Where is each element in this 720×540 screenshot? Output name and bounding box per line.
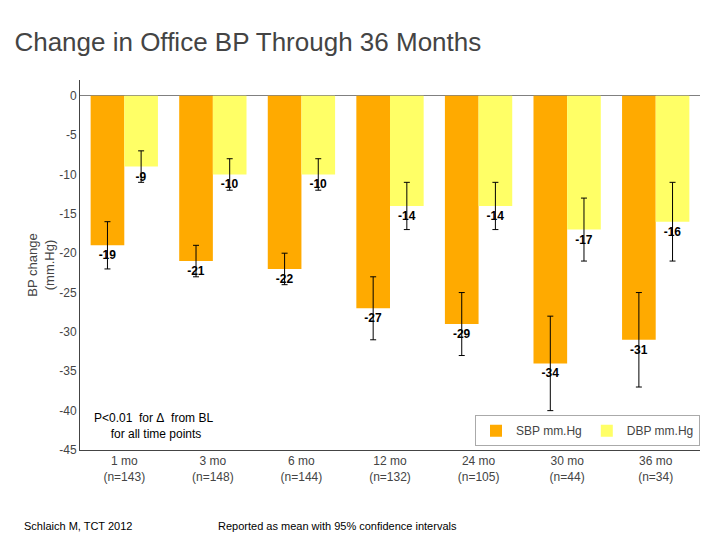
svg-text:6 mo(n=144): 6 mo(n=144)	[281, 454, 323, 484]
svg-text:3 mo(n=148): 3 mo(n=148)	[192, 454, 234, 484]
svg-text:-10: -10	[59, 168, 77, 182]
svg-text:-21: -21	[187, 264, 205, 278]
svg-text:-15: -15	[59, 207, 77, 221]
svg-text:-30: -30	[59, 325, 77, 339]
svg-text:Reported as mean with 95% conf: Reported as mean with 95% confidence int…	[218, 520, 457, 532]
svg-text:-5: -5	[66, 128, 77, 142]
svg-text:-10: -10	[309, 177, 327, 191]
svg-text:-40: -40	[59, 404, 77, 418]
svg-text:-34: -34	[541, 366, 559, 380]
svg-text:-16: -16	[664, 225, 682, 239]
svg-text:24 mo(n=105): 24 mo(n=105)	[458, 454, 500, 484]
svg-text:-25: -25	[59, 286, 77, 300]
svg-text:-45: -45	[59, 443, 77, 457]
svg-text:0: 0	[70, 89, 77, 103]
svg-text:DBP mm.Hg: DBP mm.Hg	[627, 424, 693, 438]
svg-text:-17: -17	[575, 233, 593, 247]
svg-text:30 mo(n=44): 30 mo(n=44)	[550, 454, 585, 484]
svg-text:-14: -14	[487, 209, 505, 223]
svg-text:36 mo(n=34): 36 mo(n=34)	[638, 454, 673, 484]
svg-text:12 mo(n=132): 12 mo(n=132)	[369, 454, 411, 484]
svg-text:-9: -9	[136, 170, 147, 184]
svg-text:Change in Office BP Through 36: Change in Office BP Through 36 Months	[14, 27, 481, 57]
svg-text:-27: -27	[364, 311, 382, 325]
svg-text:-10: -10	[221, 177, 239, 191]
svg-text:-19: -19	[99, 248, 117, 262]
svg-text:-31: -31	[630, 343, 648, 357]
svg-text:-14: -14	[398, 209, 416, 223]
svg-text:P<0.01 for Δ from BL for: P<0.01 for Δ from BL for all time points	[94, 411, 213, 441]
svg-text:-20: -20	[59, 246, 77, 260]
svg-text:-29: -29	[453, 327, 471, 341]
svg-text:-35: -35	[59, 364, 77, 378]
svg-text:BP change(mm.Hg): BP change(mm.Hg)	[25, 233, 57, 296]
svg-text:-22: -22	[276, 272, 294, 286]
svg-text:1 mo(n=143): 1 mo(n=143)	[103, 454, 145, 484]
svg-text:Schlaich M, TCT 2012: Schlaich M, TCT 2012	[24, 520, 132, 532]
svg-text:SBP mm.Hg: SBP mm.Hg	[516, 424, 582, 438]
